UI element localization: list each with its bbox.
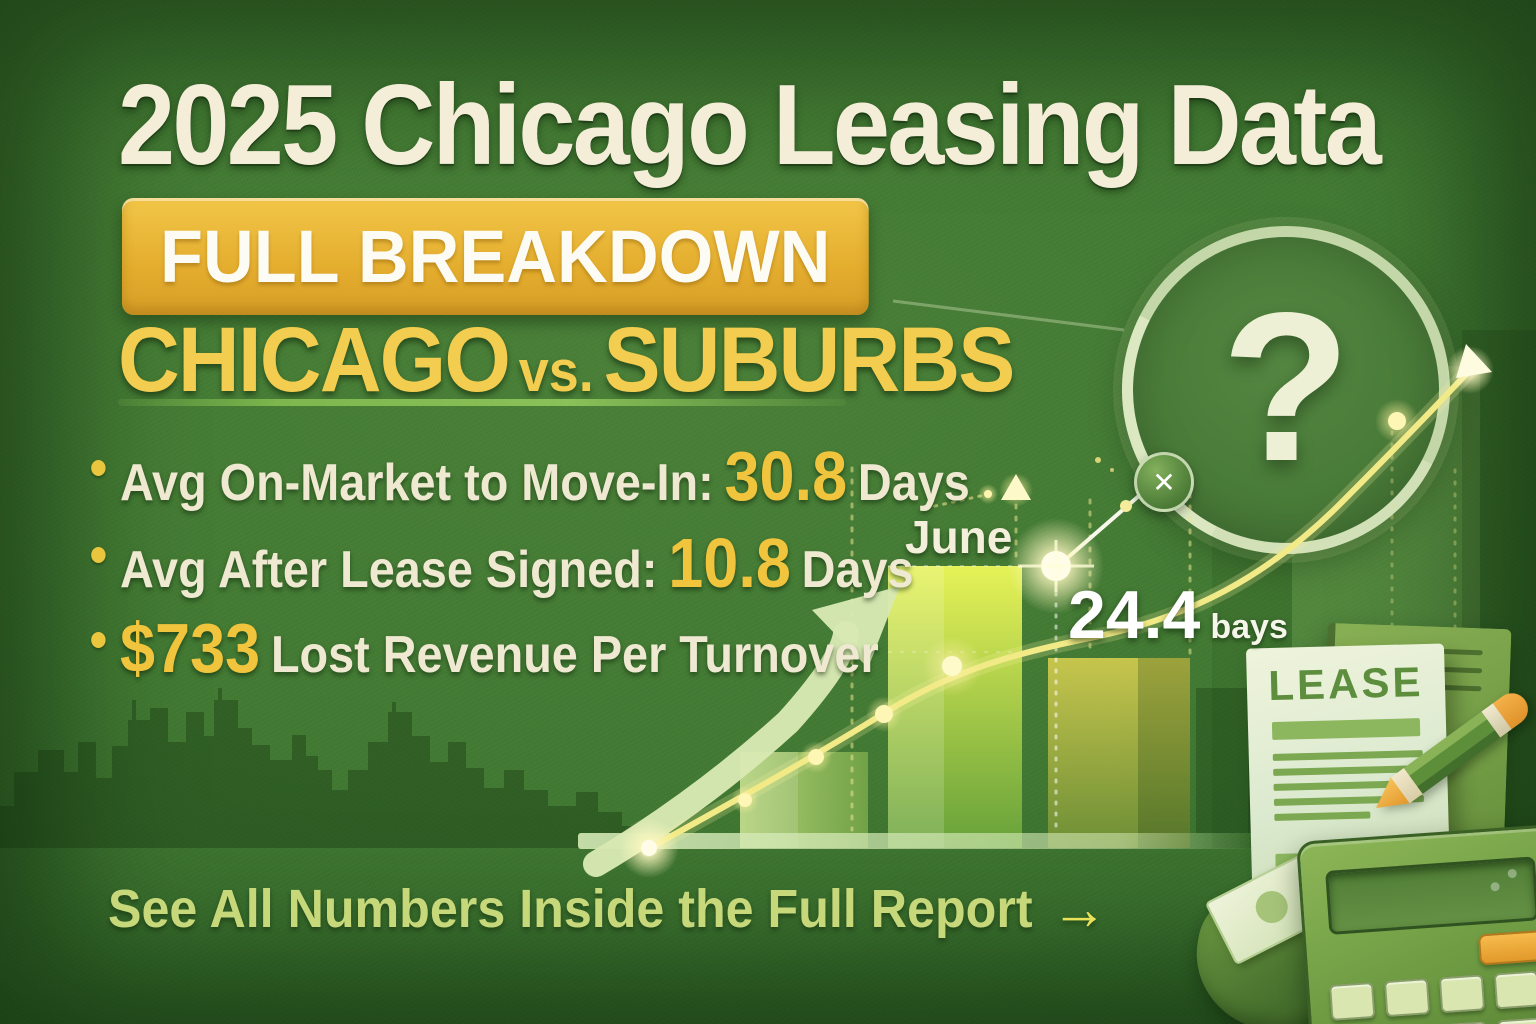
bullet-dot-icon <box>91 460 106 476</box>
subtitle-underline <box>118 399 846 406</box>
display-glare <box>1507 868 1518 879</box>
bullet-text: Avg On-Market to Move-In: <box>120 454 714 512</box>
bullet-dot-icon <box>91 547 106 563</box>
question-mark-icon: ? <box>1221 268 1351 505</box>
x-marker-icon: ✕ <box>1134 452 1194 512</box>
document-text-line <box>1274 811 1371 821</box>
subtitle: CHICAGO vs. SUBURBS <box>118 308 1015 413</box>
display-glare <box>1490 881 1500 892</box>
subtitle-chicago: CHICAGO <box>118 309 511 411</box>
chart-bar-olive <box>1048 658 1190 848</box>
lease-document-title: LEASE <box>1267 658 1425 710</box>
bullet-dot-icon <box>91 632 106 648</box>
bullet-value: $733 <box>120 609 261 687</box>
full-breakdown-badge: FULL BREAKDOWN <box>122 198 869 315</box>
chart-month-label: June <box>905 511 1013 563</box>
bullet-on-market: Avg On-Market to Move-In: 30.8 Days <box>91 436 970 516</box>
calculator-keypad <box>1329 970 1536 1024</box>
trend-line-tip <box>1446 344 1494 394</box>
calculator-display <box>1325 856 1536 935</box>
chart-value-label: 24.4 bays <box>1068 576 1288 654</box>
calculator-icon <box>1296 820 1536 1024</box>
page-title: 2025 Chicago Leasing Data <box>118 62 1382 189</box>
badge-label: FULL BREAKDOWN <box>160 215 831 298</box>
bullet-value: 10.8 <box>668 524 791 602</box>
bullet-after-lease: Avg After Lease Signed: 10.8 Days <box>91 523 914 603</box>
bullet-value: 30.8 <box>724 437 848 515</box>
banknote-seal <box>1250 885 1294 929</box>
document-text-block <box>1271 718 1421 740</box>
bullet-suffix: Days <box>857 454 970 512</box>
chart-value: 24.4 <box>1068 577 1201 653</box>
bullet-suffix: Days <box>801 541 914 599</box>
right-arrow-icon: → <box>1051 875 1107 942</box>
calculator-orange-button <box>1477 929 1536 966</box>
chart-baseline <box>578 833 1254 849</box>
skyline-silhouette <box>0 688 640 848</box>
subtitle-vs: vs. <box>518 339 594 404</box>
cta-label: See All Numbers Inside the Full Report <box>108 878 1033 939</box>
trend-line-points <box>619 399 1419 878</box>
glow-star <box>1008 518 1104 614</box>
bullet-text: Avg After Lease Signed: <box>120 541 658 599</box>
bullet-suffix: Lost Revenue Per Turnover <box>270 626 879 684</box>
document-text-line <box>1272 750 1423 761</box>
chart-value-unit: bays <box>1210 608 1288 646</box>
subtitle-suburbs: SUBURBS <box>603 309 1015 411</box>
cta-text: See All Numbers Inside the Full Report → <box>108 874 1107 943</box>
triangle-marker-icon <box>1001 474 1031 500</box>
bullet-lost-revenue: $733 Lost Revenue Per Turnover <box>91 608 879 688</box>
